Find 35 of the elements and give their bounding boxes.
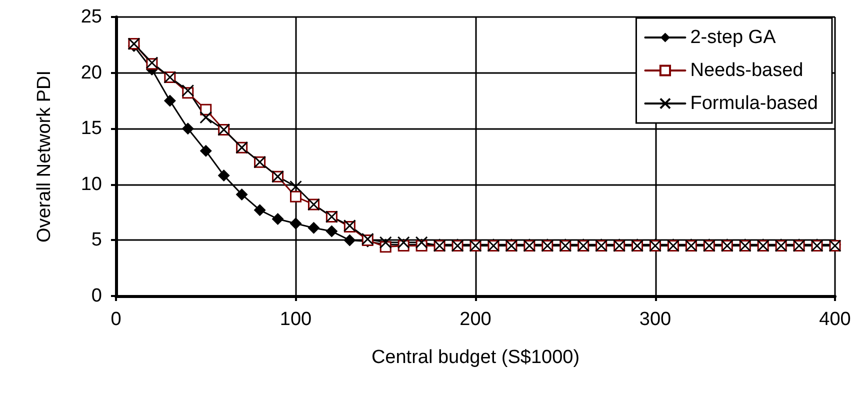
legend-label: Needs-based: [690, 60, 804, 81]
x-tick-label: 300: [639, 309, 672, 330]
point: [182, 84, 194, 97]
y-tick-label: 20: [80, 62, 102, 84]
legend-label: 2-step GA: [690, 27, 776, 48]
point: [182, 122, 194, 135]
point: [415, 236, 428, 249]
y-tick-label: 5: [91, 230, 102, 251]
y-tick-label: 10: [80, 174, 102, 195]
point: [236, 188, 248, 200]
point: [200, 111, 212, 124]
y-tick-label: 25: [80, 6, 102, 28]
y-tick-label: 15: [80, 118, 102, 140]
point: [379, 236, 392, 249]
point: [308, 222, 320, 234]
x-tick-label: 400: [819, 309, 851, 330]
point: [344, 234, 356, 246]
point: [290, 217, 302, 230]
point: [272, 212, 284, 225]
x-tick-label: 200: [460, 309, 492, 330]
x-tick-label: 100: [280, 309, 312, 330]
x-axis-title: Central budget (S$1000): [371, 347, 580, 368]
point: [218, 169, 230, 182]
point: [164, 94, 176, 107]
y-tick-label: 0: [91, 286, 102, 306]
point: [200, 144, 212, 157]
point: [254, 204, 266, 216]
y-axis-title: Overall Network PDI: [34, 70, 55, 243]
point: [290, 190, 302, 202]
x-tick-label: 0: [110, 309, 122, 330]
point: [200, 104, 212, 116]
point: [290, 180, 302, 193]
point: [397, 236, 410, 249]
point: [326, 225, 338, 238]
legend-label: Formula-based: [690, 93, 818, 114]
